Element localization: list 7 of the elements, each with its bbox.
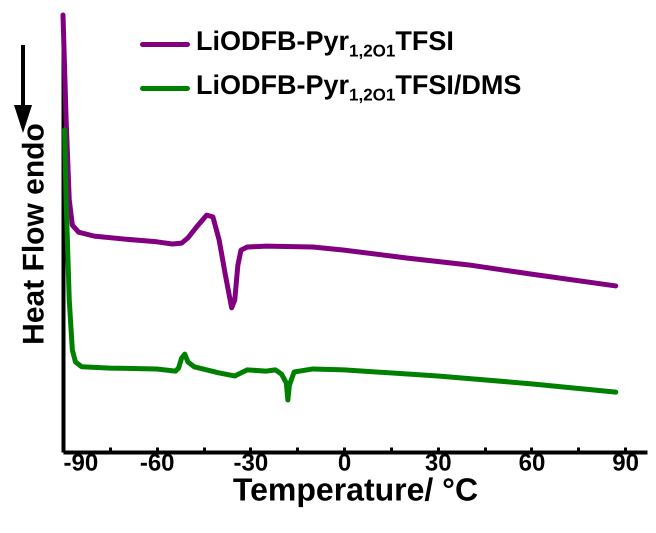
x-tick-label: 60 (518, 450, 546, 476)
legend-label: LiODFB-Pyr$_{1,2O1}$TFSI (196, 26, 454, 62)
x-tick-label: -60 (140, 450, 175, 476)
y-axis-title: Heat Flow endo (18, 123, 50, 345)
x-tick-label: -90 (64, 450, 98, 476)
x-tick-label: 90 (612, 450, 639, 476)
legend-label: LiODFB-Pyr$_{1,2O1}$TFSI/DMS (196, 70, 522, 106)
